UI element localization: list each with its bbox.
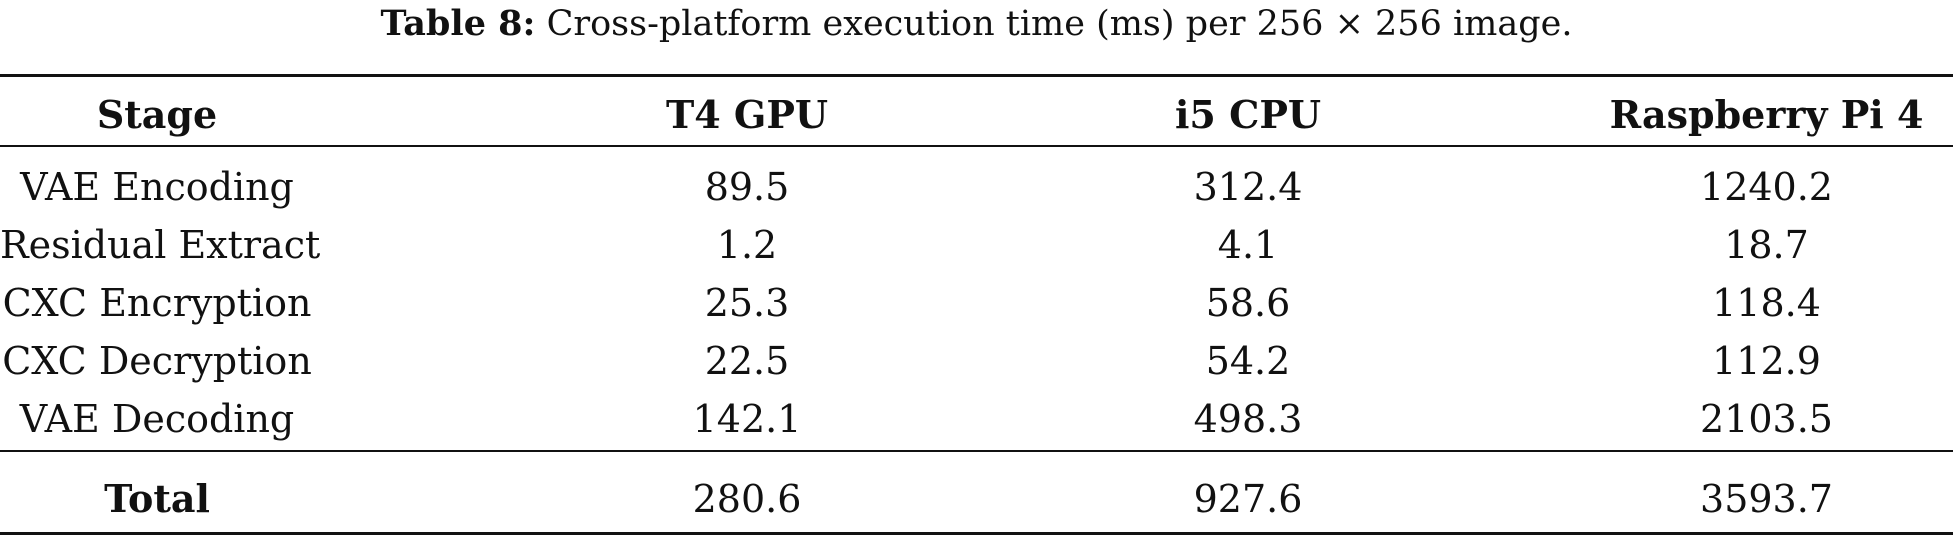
bottom-rule [0, 532, 1953, 535]
stage-cell: VAE Decoding [19, 397, 295, 441]
table-row: CXC Decryption 22.5 54.2 112.9 [0, 332, 1953, 390]
raspberry-pi-cell: 112.9 [1712, 339, 1821, 383]
header-rule [0, 145, 1953, 147]
header-stage: Stage [96, 92, 218, 137]
header-row: Stage T4 GPU i5 CPU Raspberry Pi 4 [0, 86, 1953, 144]
raspberry-pi-cell: 18.7 [1724, 223, 1809, 267]
stage-cell: VAE Encoding [20, 165, 294, 209]
stage-cell: CXC Decryption [2, 339, 312, 383]
t4-gpu-cell: 142.1 [692, 397, 802, 441]
raspberry-pi-cell: 118.4 [1712, 281, 1821, 325]
caption-label: Table 8: [380, 3, 536, 44]
i5-cpu-cell: 498.3 [1193, 397, 1303, 441]
total-t4-gpu: 280.6 [692, 477, 802, 521]
table-row: VAE Encoding 89.5 312.4 1240.2 [0, 158, 1953, 216]
header-raspberry-pi: Raspberry Pi 4 [1609, 92, 1924, 137]
table-row: CXC Encryption 25.3 58.6 118.4 [0, 274, 1953, 332]
i5-cpu-cell: 312.4 [1193, 165, 1303, 209]
total-raspberry-pi: 3593.7 [1700, 477, 1833, 521]
table-caption: Table 8: Cross-platform execution time (… [0, 0, 1953, 48]
header-t4-gpu: T4 GPU [665, 92, 829, 137]
i5-cpu-cell: 54.2 [1205, 339, 1291, 383]
t4-gpu-cell: 89.5 [704, 165, 790, 209]
i5-cpu-cell: 4.1 [1217, 223, 1279, 267]
t4-gpu-cell: 25.3 [704, 281, 790, 325]
caption-text: Cross-platform execution time (ms) per 2… [546, 4, 1573, 44]
raspberry-pi-cell: 2103.5 [1700, 397, 1833, 441]
header-i5-cpu: i5 CPU [1174, 92, 1322, 137]
t4-gpu-cell: 1.2 [716, 223, 778, 267]
total-rule [0, 450, 1953, 452]
top-rule [0, 74, 1953, 77]
table-row: Residual Extract 1.2 4.1 18.7 [0, 216, 1953, 274]
total-i5-cpu: 927.6 [1193, 477, 1303, 521]
i5-cpu-cell: 58.6 [1205, 281, 1291, 325]
stage-cell: CXC Encryption [2, 281, 312, 325]
stage-cell: Residual Extract [0, 223, 321, 267]
raspberry-pi-cell: 1240.2 [1700, 165, 1833, 209]
table-row: VAE Decoding 142.1 498.3 2103.5 [0, 390, 1953, 448]
total-label: Total [104, 476, 210, 521]
t4-gpu-cell: 22.5 [704, 339, 790, 383]
total-row: Total 280.6 927.6 3593.7 [0, 470, 1953, 528]
